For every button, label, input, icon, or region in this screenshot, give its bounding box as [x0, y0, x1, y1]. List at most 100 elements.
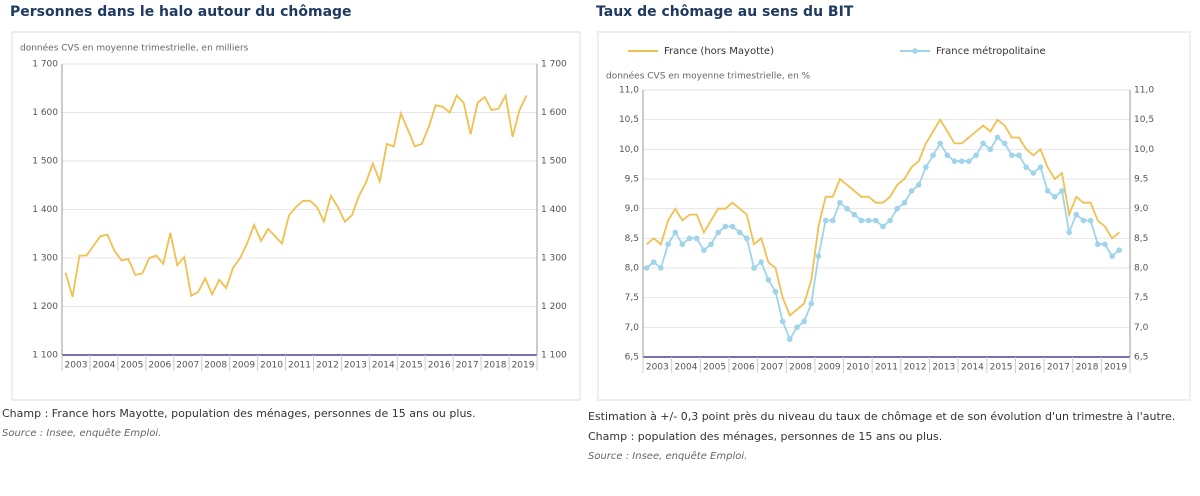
- marker: [643, 265, 650, 271]
- y2-tick-label: 6,5: [1134, 353, 1148, 363]
- note: Champ : population des ménages, personne…: [588, 430, 942, 443]
- x-tick-label: 2018: [484, 361, 507, 371]
- marker: [894, 205, 901, 212]
- marker: [665, 241, 671, 248]
- y2-tick-label: 7,5: [1134, 293, 1148, 303]
- marker: [1016, 152, 1022, 159]
- y-tick-label: 9,5: [625, 175, 639, 185]
- legend-label: France métropolitaine: [936, 45, 1046, 57]
- x-tick-label: 2019: [512, 361, 535, 371]
- y-tick-label: 1 100: [32, 351, 58, 361]
- marker: [808, 300, 815, 307]
- y-tick-label: 8,5: [625, 234, 639, 244]
- marker: [973, 152, 979, 159]
- marker: [1116, 247, 1123, 253]
- y-tick-label: 7,5: [625, 293, 639, 303]
- note: Estimation à +/- 0,3 point près du nivea…: [588, 410, 1175, 423]
- y2-tick-label: 11,0: [1134, 86, 1154, 96]
- marker: [915, 182, 922, 188]
- y2-tick-label: 1 700: [541, 60, 567, 70]
- y2-tick-label: 10,5: [1134, 115, 1154, 125]
- legend-marker: [912, 48, 918, 54]
- y-tick-label: 8,0: [625, 264, 640, 274]
- x-tick-label: 2008: [204, 361, 227, 371]
- x-tick-label: 2010: [846, 363, 869, 373]
- y-tick-label: 11,0: [619, 86, 639, 96]
- x-tick-label: 2012: [904, 363, 927, 373]
- marker: [937, 140, 944, 147]
- marker: [701, 247, 707, 253]
- x-tick-label: 2005: [703, 363, 726, 373]
- series-line: [64, 92, 528, 298]
- y-tick-label: 1 200: [32, 302, 58, 312]
- marker: [772, 288, 779, 295]
- chart-subtitle: données CVS en moyenne trimestrielle, en…: [606, 71, 811, 82]
- x-tick-label: 2003: [65, 361, 88, 371]
- x-tick-label: 2006: [732, 363, 755, 373]
- x-tick-label: 2009: [818, 363, 841, 373]
- x-tick-label: 2018: [1076, 363, 1099, 373]
- marker: [1094, 241, 1101, 248]
- x-tick-label: 2003: [646, 363, 669, 373]
- chart-frame: [11, 31, 581, 401]
- marker: [672, 229, 679, 236]
- marker: [758, 259, 764, 265]
- marker: [779, 318, 786, 325]
- x-tick-label: 2015: [400, 361, 423, 371]
- marker: [951, 158, 958, 164]
- marker: [1052, 194, 1058, 200]
- x-tick-label: 2012: [316, 361, 339, 371]
- x-tick-label: 2008: [789, 363, 812, 373]
- marker: [1044, 188, 1051, 194]
- marker: [837, 199, 843, 206]
- marker: [679, 241, 686, 248]
- y-tick-label: 7,0: [625, 323, 640, 333]
- marker: [729, 223, 736, 230]
- marker: [658, 265, 664, 271]
- marker: [1009, 152, 1015, 159]
- marker: [966, 158, 972, 164]
- y-tick-label: 1 300: [32, 254, 58, 264]
- y-tick-label: 6,5: [625, 353, 639, 363]
- x-tick-label: 2014: [961, 363, 984, 373]
- marker: [751, 265, 757, 271]
- y2-tick-label: 1 100: [541, 351, 567, 361]
- marker: [801, 318, 807, 325]
- x-tick-label: 2016: [1018, 363, 1041, 373]
- marker: [880, 223, 886, 230]
- marker: [1080, 217, 1087, 224]
- marker: [923, 164, 929, 170]
- x-tick-label: 2007: [176, 361, 199, 371]
- y2-tick-label: 10,0: [1134, 145, 1154, 155]
- marker: [1059, 188, 1065, 194]
- y-tick-label: 1 700: [32, 60, 58, 70]
- x-tick-label: 2011: [288, 361, 311, 371]
- marker: [908, 188, 915, 194]
- marker: [1001, 140, 1008, 147]
- x-tick-label: 2017: [1047, 363, 1070, 373]
- x-tick-label: 2015: [990, 363, 1013, 373]
- chart-title: Taux de chômage au sens du BIT: [596, 4, 854, 20]
- marker: [693, 235, 700, 242]
- marker: [715, 229, 721, 236]
- y-tick-label: 10,0: [619, 145, 639, 155]
- y-tick-label: 10,5: [619, 115, 639, 125]
- x-tick-label: 2010: [260, 361, 283, 371]
- chart-title: Personnes dans le halo autour du chômage: [10, 4, 352, 20]
- x-tick-label: 2014: [372, 361, 395, 371]
- x-tick-label: 2017: [456, 361, 479, 371]
- marker: [958, 158, 965, 164]
- chart-subtitle: données CVS en moyenne trimestrielle, en…: [20, 43, 249, 54]
- y-tick-label: 1 500: [32, 157, 58, 167]
- y2-tick-label: 7,0: [1134, 323, 1149, 333]
- y2-tick-label: 8,5: [1134, 234, 1148, 244]
- x-tick-label: 2004: [675, 363, 698, 373]
- marker: [794, 324, 800, 331]
- marker: [765, 277, 772, 283]
- x-tick-label: 2007: [760, 363, 783, 373]
- x-tick-label: 2013: [932, 363, 955, 373]
- marker: [736, 229, 743, 236]
- marker: [865, 217, 872, 224]
- y-tick-label: 9,0: [625, 204, 640, 214]
- series-line: [646, 117, 1120, 317]
